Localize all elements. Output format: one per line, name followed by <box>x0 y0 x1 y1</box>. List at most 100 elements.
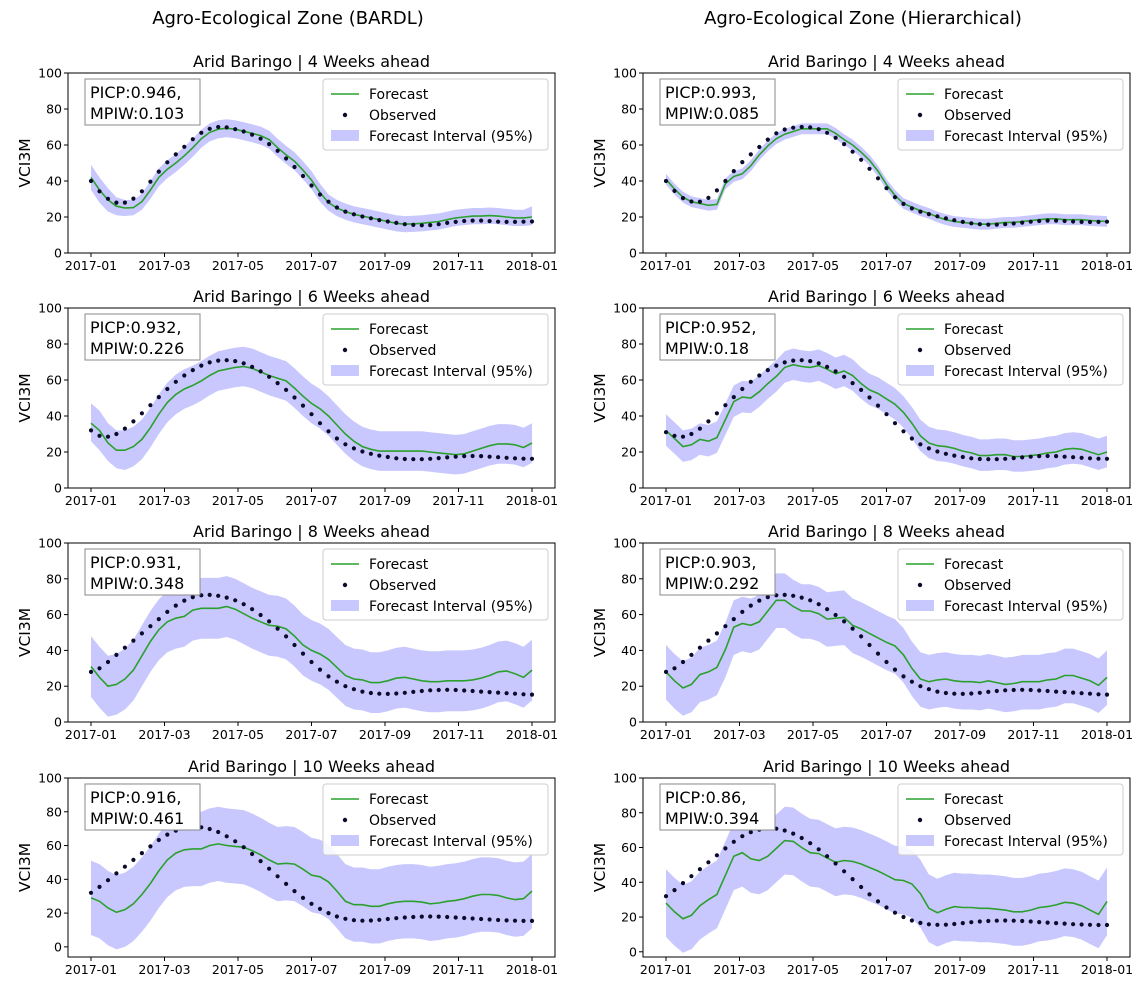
observed-point <box>1054 218 1059 223</box>
observed-point <box>935 214 940 219</box>
observed-point <box>445 914 450 920</box>
metrics-box: PICP:0.916, MPIW:0.461 <box>84 783 201 831</box>
x-tick-label: 2017-03 <box>138 727 190 742</box>
panel-title: Arid Baringo | 6 Weeks ahead <box>768 287 1005 306</box>
observed-point <box>402 222 407 227</box>
panel-1: Arid Baringo | 4 Weeks ahead 0 20 40 60 80 100… <box>16 52 558 273</box>
observed-point <box>139 411 144 416</box>
metrics-box: PICP:0.932, MPIW:0.226 <box>84 313 201 361</box>
x-tick-label: 2017-09 <box>934 493 986 508</box>
legend-observed-label: Observed <box>369 813 436 829</box>
x-tick-label: 2017-05 <box>212 258 264 273</box>
x-tick-label: 2017-03 <box>138 258 190 273</box>
panel-4: Arid Baringo | 6 Weeks ahead 0 20 40 60 80 100… <box>591 287 1133 508</box>
observed-point <box>714 411 720 416</box>
observed-point <box>88 428 94 433</box>
observed-point <box>88 178 94 184</box>
y-axis-label: VCI3M <box>16 138 34 187</box>
observed-point <box>850 626 855 631</box>
observed-point <box>672 433 677 438</box>
legend-observed-swatch <box>342 817 348 823</box>
observed-point <box>487 454 492 459</box>
observed-point <box>909 436 915 441</box>
observed-point <box>479 689 484 694</box>
observed-point <box>360 214 365 219</box>
observed-point <box>960 691 965 697</box>
observed-point <box>1079 455 1084 460</box>
observed-point <box>368 918 373 923</box>
y-tick-label: 60 <box>621 373 637 388</box>
observed-point <box>672 666 677 671</box>
legend: Forecast Observed Forecast Interval (95%) <box>322 313 549 386</box>
mpiw-value: MPIW:0.394 <box>665 809 759 828</box>
observed-point <box>97 666 102 671</box>
x-tick-label: 2017-07 <box>860 258 912 273</box>
observed-point <box>470 453 475 459</box>
observed-point <box>317 667 323 672</box>
observed-point <box>672 188 677 193</box>
observed-point <box>731 617 736 622</box>
y-tick-label: 60 <box>46 838 62 853</box>
observed-point <box>385 916 390 922</box>
observed-point <box>284 881 289 887</box>
legend-forecast-label: Forecast <box>369 322 429 338</box>
observed-point <box>165 832 170 837</box>
observed-points <box>663 592 1110 697</box>
observed-point <box>808 841 813 846</box>
observed-point <box>512 219 518 224</box>
observed-point <box>165 160 170 165</box>
observed-point <box>960 921 965 926</box>
x-tick-label: 2017-05 <box>787 493 839 508</box>
observed-point <box>267 619 272 624</box>
observed-point <box>487 690 492 695</box>
observed-point <box>663 178 669 184</box>
observed-point <box>909 679 915 684</box>
observed-point <box>368 216 373 221</box>
observed-point <box>496 690 501 695</box>
observed-point <box>935 922 940 927</box>
observed-point <box>943 451 949 456</box>
observed-point <box>334 436 339 441</box>
x-tick-label: 2017-11 <box>1007 727 1059 742</box>
observed-point <box>1062 218 1067 224</box>
observed-point <box>833 369 838 374</box>
x-tick-label: 2017-09 <box>359 493 411 508</box>
observed-point <box>697 645 703 650</box>
legend-frame <box>897 783 1124 856</box>
observed-point <box>714 631 720 636</box>
forecast-line <box>665 128 1108 225</box>
observed-point <box>428 223 433 228</box>
observed-point <box>351 212 356 217</box>
observed-point <box>1011 687 1016 693</box>
observed-point <box>284 156 289 161</box>
observed-point <box>199 363 204 368</box>
y-axis-label: VCI3M <box>591 843 609 892</box>
observed-point <box>816 847 821 852</box>
observed-point <box>402 690 407 695</box>
observed-point <box>935 449 940 454</box>
x-tick-label: 2018-01 <box>1081 493 1133 508</box>
observed-point <box>842 142 847 147</box>
x-tick-label: 2017-01 <box>65 493 117 508</box>
observed-point <box>402 456 407 462</box>
observed-point <box>326 911 331 916</box>
observed-point <box>529 918 535 924</box>
forecast-line <box>665 363 1108 458</box>
x-tick-label: 2017-01 <box>65 727 117 742</box>
legend-observed-label: Observed <box>944 108 1011 124</box>
metrics-box-frame <box>84 78 201 126</box>
observed-point <box>504 219 509 224</box>
observed-point <box>131 419 136 424</box>
observed-points <box>88 358 535 462</box>
observed-point <box>360 449 365 454</box>
observed-point <box>462 454 467 459</box>
observed-point <box>689 431 694 437</box>
observed-point <box>859 387 864 392</box>
observed-point <box>156 617 161 622</box>
observed-point <box>521 219 526 224</box>
observed-point <box>1071 922 1076 927</box>
observed-point <box>859 157 864 162</box>
observed-point <box>926 687 932 692</box>
y-tick-label: 0 <box>629 944 637 959</box>
